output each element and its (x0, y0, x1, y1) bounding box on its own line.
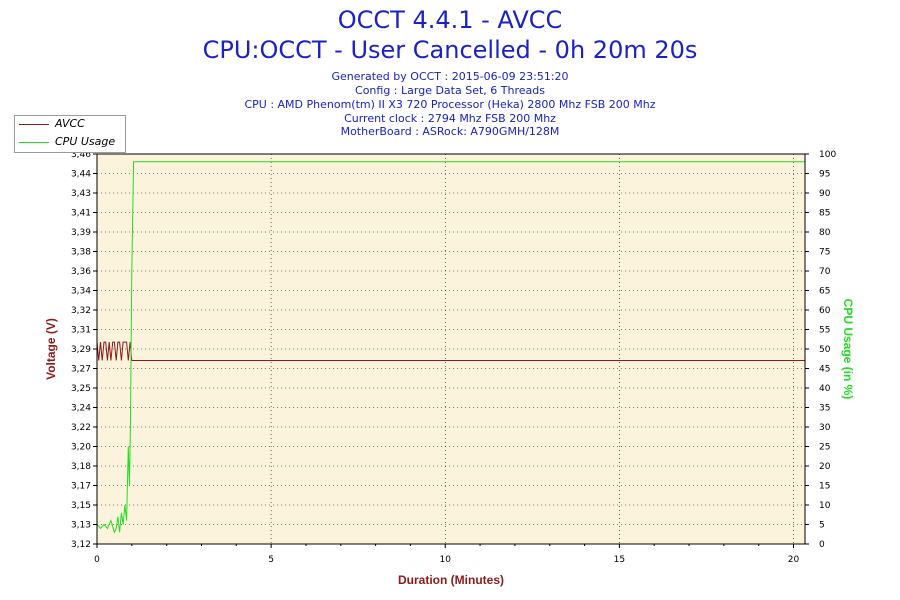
plot-background (97, 154, 805, 544)
right-tick-label: 35 (819, 404, 830, 414)
plot-frame (96, 153, 806, 545)
x-axis-ticks: 0 5 10 15 20 (94, 544, 800, 565)
legend: AVCC CPU Usage (14, 115, 126, 153)
right-axis-title: CPU Usage (in %) (841, 299, 855, 400)
info-motherboard: MotherBoard : ASRock: A790GMH/128M (340, 125, 560, 138)
x-tick-label: 20 (788, 555, 800, 565)
right-tick-label: 85 (819, 209, 830, 219)
left-tick-label: 3,46 (71, 150, 91, 160)
right-tick-label: 50 (819, 345, 831, 355)
x-tick-label: 15 (614, 555, 625, 565)
chart-subtitle: CPU:OCCT - User Cancelled - 0h 20m 20s (202, 36, 698, 64)
x-tick-label: 0 (94, 555, 100, 565)
legend-swatch-avcc (19, 124, 49, 125)
chart-title: OCCT 4.4.1 - AVCC (337, 6, 563, 34)
legend-label-avcc: AVCC (55, 117, 85, 130)
left-axis-title: Voltage (V) (44, 318, 58, 380)
info-current-clock: Current clock : 2794 Mhz FSB 200 Mhz (344, 112, 556, 125)
legend-item-avcc: AVCC (15, 116, 125, 133)
right-tick-label: 5 (819, 521, 825, 531)
right-tick-label: 0 (819, 540, 825, 550)
left-tick-label: 3,31 (71, 326, 91, 336)
left-tick-label: 3,27 (71, 365, 91, 375)
left-tick-label: 3,38 (71, 248, 91, 258)
left-tick-label: 3,32 (71, 306, 91, 316)
left-tick-label: 3,17 (71, 482, 91, 492)
right-tick-label: 90 (819, 189, 831, 199)
info-config: Config : Large Data Set, 6 Threads (355, 84, 545, 97)
series-line-cpu-usage (96, 161, 805, 534)
left-tick-label: 3,41 (71, 209, 91, 219)
info-cpu: CPU : AMD Phenom(tm) II X3 720 Processor… (244, 98, 656, 111)
left-tick-label: 3,44 (71, 170, 91, 180)
right-tick-label: 80 (819, 228, 831, 238)
right-tick-label: 30 (819, 423, 831, 433)
grid-lines (97, 154, 805, 544)
right-tick-label: 40 (819, 384, 831, 394)
left-tick-label: 3,29 (71, 345, 91, 355)
right-tick-label: 70 (819, 267, 831, 277)
left-tick-label: 3,36 (71, 267, 91, 277)
left-tick-label: 3,20 (71, 443, 91, 453)
series-line-avcc (96, 341, 805, 361)
left-tick-label: 3,12 (71, 540, 91, 550)
right-tick-label: 10 (819, 501, 831, 511)
right-axis-ticks: 0 5 10 15 20 25 30 35 40 45 50 55 60 65 70 75 80 85 90 95 10… (805, 150, 836, 550)
left-tick-label: 3,24 (71, 404, 91, 414)
info-generated: Generated by OCCT : 2015-06-09 23:51:20 (331, 70, 569, 83)
left-tick-label: 3,43 (71, 189, 91, 199)
left-axis-ticks: 3,12 3,13 3,15 3,17 3,18 3,20 3,22 3,24 3,25 3,27… (71, 150, 97, 550)
left-tick-label: 3,13 (71, 521, 91, 531)
left-tick-label: 3,39 (71, 228, 91, 238)
legend-label-cpu-usage: CPU Usage (55, 135, 116, 148)
right-tick-label: 95 (819, 170, 830, 180)
right-tick-label: 75 (819, 248, 830, 258)
right-tick-label: 20 (819, 462, 831, 472)
left-tick-label: 3,22 (71, 423, 91, 433)
x-tick-label: 5 (268, 555, 274, 565)
right-tick-label: 55 (819, 326, 830, 336)
left-tick-label: 3,25 (71, 384, 91, 394)
left-tick-label: 3,34 (71, 287, 91, 297)
legend-item-cpu-usage: CPU Usage (15, 134, 125, 151)
right-tick-label: 25 (819, 443, 830, 453)
right-tick-label: 60 (819, 306, 831, 316)
right-tick-label: 45 (819, 365, 830, 375)
left-tick-label: 3,15 (71, 501, 91, 511)
series-lines (96, 161, 805, 534)
x-tick-label: 10 (440, 555, 452, 565)
right-tick-label: 15 (819, 482, 830, 492)
x-axis-title: Duration (Minutes) (398, 573, 504, 587)
legend-swatch-cpu-usage (19, 142, 49, 143)
right-tick-label: 100 (819, 150, 836, 160)
left-tick-label: 3,18 (71, 462, 91, 472)
right-tick-label: 65 (819, 287, 830, 297)
